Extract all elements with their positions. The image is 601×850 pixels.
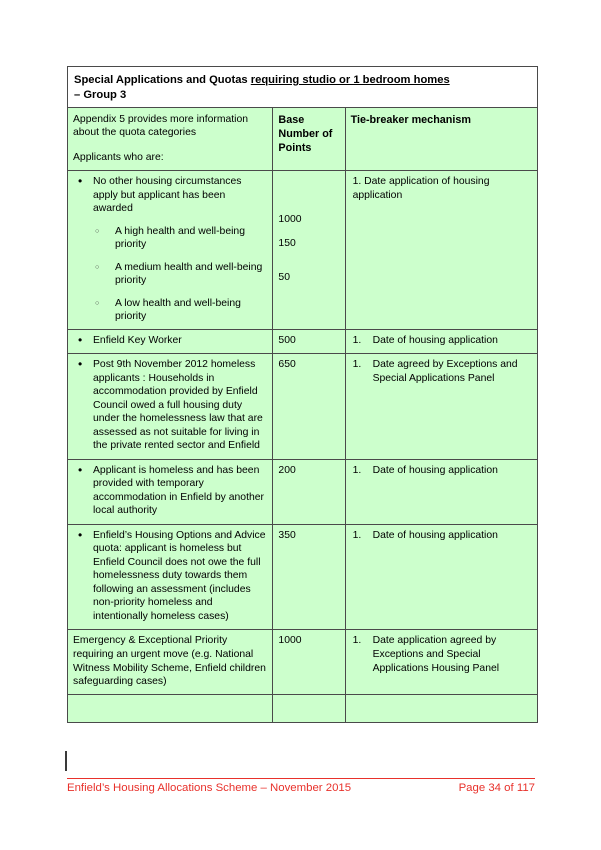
list-item: A high health and well-being priority [93,225,267,252]
intro-text-2: Applicants who are: [73,152,164,164]
list-item: Applicant is homeless and has been provi… [73,463,267,518]
row-tiebreaker-cell: 1. Date agreed by Exceptions and Special … [344,353,539,460]
table-title-underlined: requiring studio or 1 bedroom homes [250,74,450,86]
intro-spacer [73,140,267,151]
row-tiebreaker-cell: 1. Date application of housing applicati… [344,170,539,330]
table-row: No other housing circumstances apply but… [66,170,539,330]
list-item: Enfield’s Housing Options and Advice quo… [73,528,267,624]
table-header-row: Appendix 5 provides more information abo… [66,106,539,172]
row-points-cell: 1000 150 50 [272,170,346,330]
criteria-bullet-list: Enfield’s Housing Options and Advice quo… [73,528,267,624]
tiebreaker-text: 1. Date application agreed by Exceptions … [351,634,532,675]
criteria-bullet-list: Applicant is homeless and has been provi… [73,463,267,518]
tiebreaker-label: Date of housing application [372,464,498,476]
row-points-cell: 500 [272,328,346,355]
footer-page-number: Page 34 of 117 [458,782,535,794]
footer-divider [67,778,535,779]
points-value: 1000 [278,214,302,226]
row-criteria-cell: Applicant is homeless and has been provi… [66,458,274,525]
table-row [66,693,539,723]
tiebreaker-text: 1. Date of housing application [351,464,532,478]
list-item: Post 9th November 2012 homeless applican… [73,357,267,453]
table-title-suffix: – Group 3 [74,88,127,101]
table-row: Enfield’s Housing Options and Advice quo… [66,523,539,631]
tiebreaker-label: Date of housing application [372,529,498,541]
table-row: Post 9th November 2012 homeless applican… [66,353,539,460]
text-cursor-artifact [65,751,67,771]
header-cell-intro: Appendix 5 provides more information abo… [66,106,274,172]
tiebreaker-number: 1. [352,464,362,476]
tiebreaker-text: 1. Date of housing application [351,334,532,348]
tiebreaker-text: 1. Date application of housing applicati… [351,175,532,202]
list-item: A low health and well-being priority [93,297,267,324]
criteria-bullet-list: Enfield Key Worker [73,333,267,348]
row-criteria-cell: Post 9th November 2012 homeless applican… [66,353,274,460]
tiebreaker-label: Date application of housing application [352,176,490,201]
row-tiebreaker-cell [344,693,539,723]
table-row: Applicant is homeless and has been provi… [66,458,539,525]
criteria-text: Emergency & Exceptional Priority requiri… [73,635,266,688]
table-title-prefix: Special Applications and Quotas [74,74,251,86]
row-tiebreaker-cell: 1. Date of housing application [344,523,539,631]
table-row: Emergency & Exceptional Priority requiri… [66,629,539,695]
row-criteria-cell: Emergency & Exceptional Priority requiri… [66,629,274,695]
special-applications-quotas-table: Special Applications and Quotas requirin… [66,66,539,723]
footer-scheme-label: Enfield’s Housing Allocations Scheme – N… [67,782,352,794]
row-criteria-cell: Enfield’s Housing Options and Advice quo… [66,523,274,631]
row-criteria-cell: No other housing circumstances apply but… [66,170,274,330]
header-cell-tiebreaker: Tie-breaker mechanism [344,106,539,172]
criteria-sub-list: A high health and well-being priority A … [73,225,267,324]
tiebreaker-label: Date application agreed by Exceptions an… [372,635,500,674]
header-cell-points: Base Number of Points [272,106,346,172]
table-title-row: Special Applications and Quotas requirin… [67,66,538,108]
tiebreaker-label: Date of housing application [372,334,498,346]
row-tiebreaker-cell: 1. Date of housing application [344,328,539,355]
tiebreaker-number: 1. [352,359,362,371]
table-row: Enfield Key Worker 500 1. Date of housing… [66,328,539,355]
row-points-cell: 650 [272,353,346,460]
row-points-cell: 1000 [272,629,346,695]
table-title-cell: Special Applications and Quotas requirin… [67,66,538,108]
row-points-cell: 200 [272,458,346,525]
row-criteria-cell [66,693,274,723]
tiebreaker-text: 1. Date agreed by Exceptions and Special … [351,358,532,385]
list-item: Enfield Key Worker [73,333,267,348]
tiebreaker-number: 1. [352,635,362,647]
list-item: No other housing circumstances apply but… [73,174,267,216]
tiebreaker-label: Date agreed by Exceptions and Special Ap… [372,359,518,384]
tiebreaker-number: 1. [352,176,362,188]
intro-text: Appendix 5 provides more information abo… [73,113,249,139]
row-points-cell [272,693,346,723]
row-points-cell: 350 [272,523,346,631]
list-item: A medium health and well-being priority [93,261,267,288]
points-value: 50 [278,272,290,284]
criteria-bullet-list: No other housing circumstances apply but… [73,174,267,216]
tiebreaker-number: 1. [352,334,362,346]
tiebreaker-number: 1. [352,529,362,541]
row-criteria-cell: Enfield Key Worker [66,328,274,355]
page-footer: Enfield’s Housing Allocations Scheme – N… [67,782,535,794]
criteria-bullet-list: Post 9th November 2012 homeless applican… [73,357,267,453]
tiebreaker-text: 1. Date of housing application [351,529,532,543]
points-spacer [278,175,339,213]
row-tiebreaker-cell: 1. Date application agreed by Exceptions … [344,629,539,695]
row-tiebreaker-cell: 1. Date of housing application [344,458,539,525]
points-value: 150 [278,238,296,250]
